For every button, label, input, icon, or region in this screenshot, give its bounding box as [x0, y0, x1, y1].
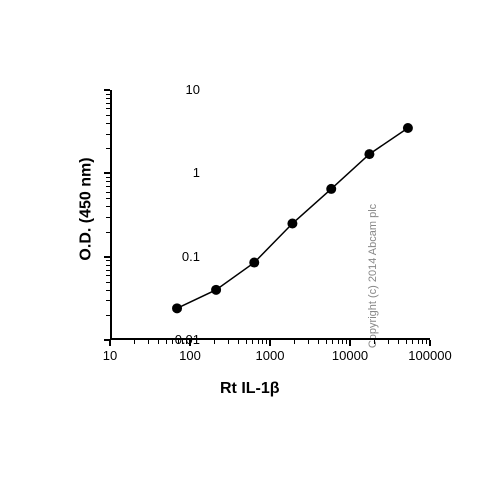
x-tick-minor: [326, 340, 327, 344]
x-tick-minor: [186, 340, 187, 344]
y-tick-minor: [106, 94, 110, 95]
x-tick-minor: [342, 340, 343, 344]
chart-container: O.D. (450 nm) Rt IL-1β Copyright (c) 201…: [40, 70, 460, 430]
data-marker: [364, 149, 374, 159]
x-tick-label: 100000: [408, 348, 451, 363]
x-tick-minor: [388, 340, 389, 344]
x-tick-minor: [418, 340, 419, 344]
x-tick-minor: [266, 340, 267, 344]
y-tick-minor: [106, 108, 110, 109]
y-tick-minor: [106, 290, 110, 291]
y-tick-minor: [106, 115, 110, 116]
x-tick-minor: [178, 340, 179, 344]
y-tick-minor: [106, 177, 110, 178]
x-tick-minor: [332, 340, 333, 344]
y-tick-minor: [106, 300, 110, 301]
plot-area: [110, 90, 430, 340]
x-tick-minor: [412, 340, 413, 344]
y-tick-label: 10: [155, 82, 200, 97]
y-tick-minor: [106, 315, 110, 316]
y-tick-minor: [106, 198, 110, 199]
x-tick: [429, 340, 431, 346]
data-marker: [249, 258, 259, 268]
y-axis-label: O.D. (450 nm): [78, 157, 96, 260]
y-tick-minor: [106, 232, 110, 233]
x-tick-minor: [318, 340, 319, 344]
y-tick-minor: [106, 123, 110, 124]
x-tick-minor: [294, 340, 295, 344]
x-axis-label: Rt IL-1β: [220, 380, 280, 398]
y-tick-minor: [106, 270, 110, 271]
data-marker: [287, 219, 297, 229]
x-tick-minor: [252, 340, 253, 344]
x-tick-minor: [166, 340, 167, 344]
x-tick-minor: [158, 340, 159, 344]
y-tick-minor: [106, 265, 110, 266]
data-marker: [172, 303, 182, 313]
x-tick-label: 10000: [332, 348, 368, 363]
x-tick-minor: [338, 340, 339, 344]
x-tick-minor: [422, 340, 423, 344]
x-tick-minor: [238, 340, 239, 344]
x-tick-minor: [406, 340, 407, 344]
y-tick-minor: [106, 98, 110, 99]
data-marker: [326, 184, 336, 194]
y-tick-label: 0.1: [155, 249, 200, 264]
y-tick-minor: [106, 260, 110, 261]
x-tick-minor: [182, 340, 183, 344]
y-tick-minor: [106, 192, 110, 193]
y-tick-minor: [106, 181, 110, 182]
y-tick: [104, 172, 110, 174]
x-tick-minor: [308, 340, 309, 344]
x-tick-minor: [346, 340, 347, 344]
x-tick-minor: [262, 340, 263, 344]
x-tick-minor: [258, 340, 259, 344]
y-tick-minor: [106, 103, 110, 104]
y-tick-minor: [106, 217, 110, 218]
x-tick-label: 100: [179, 348, 201, 363]
x-tick: [189, 340, 191, 346]
x-tick-minor: [374, 340, 375, 344]
x-tick-minor: [214, 340, 215, 344]
y-tick-label: 1: [155, 165, 200, 180]
y-tick: [104, 256, 110, 258]
x-tick: [349, 340, 351, 346]
x-tick-minor: [246, 340, 247, 344]
chart-svg: [112, 90, 432, 340]
x-tick-minor: [228, 340, 229, 344]
data-marker: [211, 285, 221, 295]
x-tick: [109, 340, 111, 346]
x-tick-minor: [426, 340, 427, 344]
y-tick-minor: [106, 275, 110, 276]
x-tick-label: 1000: [256, 348, 285, 363]
y-tick-minor: [106, 148, 110, 149]
y-tick-minor: [106, 186, 110, 187]
x-tick: [269, 340, 271, 346]
x-tick-label: 10: [103, 348, 117, 363]
y-tick-minor: [106, 134, 110, 135]
y-tick: [104, 89, 110, 91]
y-tick-minor: [106, 206, 110, 207]
data-marker: [403, 123, 413, 133]
x-tick-minor: [148, 340, 149, 344]
x-tick-minor: [172, 340, 173, 344]
y-tick-minor: [106, 282, 110, 283]
x-tick-minor: [134, 340, 135, 344]
x-tick-minor: [398, 340, 399, 344]
